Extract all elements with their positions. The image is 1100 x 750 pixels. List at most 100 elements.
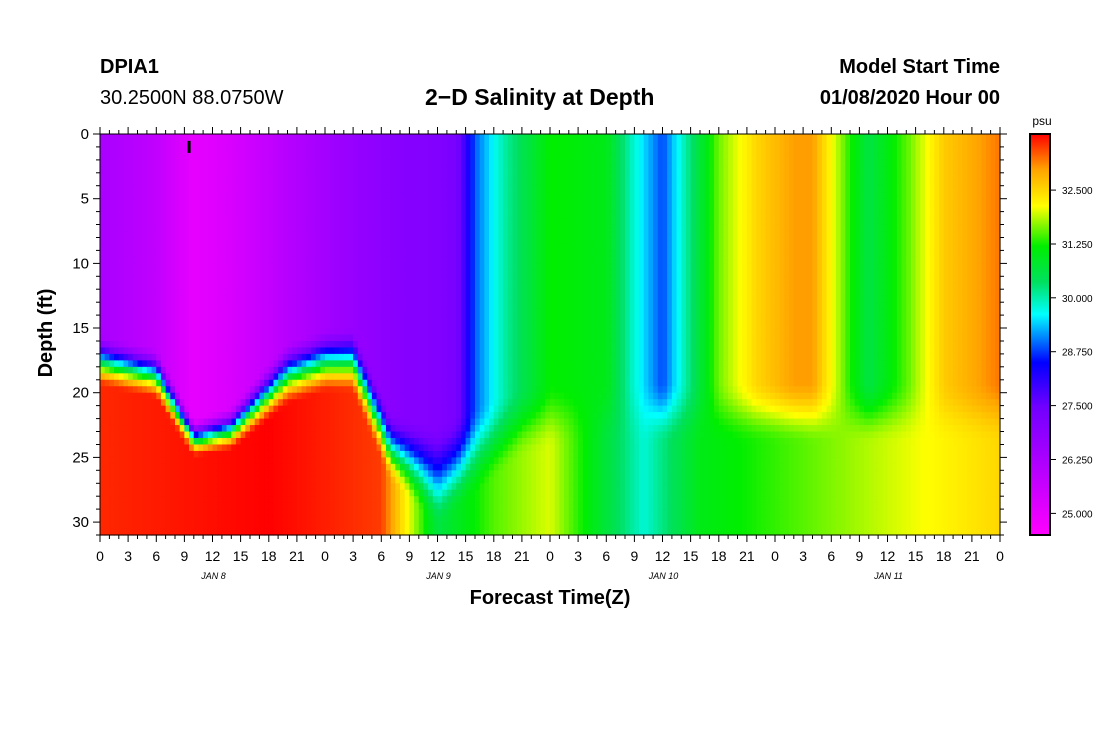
heatmap-cell xyxy=(428,146,434,155)
heatmap-cell xyxy=(418,496,425,504)
heatmap-cell xyxy=(334,282,340,290)
heatmap-cell xyxy=(198,340,204,349)
heatmap-cell xyxy=(390,185,396,193)
heatmap-cell xyxy=(235,289,242,297)
heatmap-cell xyxy=(212,308,218,316)
heatmap-cell xyxy=(212,489,218,497)
heatmap-cell xyxy=(442,360,448,368)
heatmap-cell xyxy=(189,166,195,174)
heatmap-cell xyxy=(118,328,125,336)
heatmap-cell xyxy=(273,470,279,478)
heatmap-cell xyxy=(315,496,321,504)
heatmap-cell xyxy=(170,405,176,413)
heatmap-cell xyxy=(264,360,270,368)
heatmap-cell xyxy=(409,243,415,252)
heatmap-cell xyxy=(132,315,139,323)
heatmap-cell xyxy=(390,243,396,252)
heatmap-cell xyxy=(104,444,110,452)
heatmap-cell xyxy=(301,321,307,329)
heatmap-cell xyxy=(362,321,368,329)
heatmap-cell xyxy=(310,489,317,497)
heatmap-cell xyxy=(132,496,139,504)
heatmap-cell xyxy=(146,321,153,329)
heatmap-cell xyxy=(325,399,331,407)
heatmap-cell xyxy=(409,450,415,458)
heatmap-cell xyxy=(442,528,448,536)
heatmap-cell xyxy=(128,146,134,155)
heatmap-cell xyxy=(259,185,265,193)
heatmap-cell xyxy=(221,198,228,206)
heatmap-cell xyxy=(250,321,256,329)
heatmap-cell xyxy=(184,528,190,536)
heatmap-cell xyxy=(325,353,331,361)
heatmap-cell xyxy=(264,211,270,219)
heatmap-cell xyxy=(414,315,420,323)
heatmap-cell xyxy=(465,205,471,213)
heatmap-cell xyxy=(315,166,321,174)
heatmap-cell xyxy=(343,392,350,400)
heatmap-cell xyxy=(142,134,148,142)
heatmap-cell xyxy=(348,496,354,504)
heatmap-cell xyxy=(212,470,218,478)
heatmap-cell xyxy=(446,476,453,484)
heatmap-cell xyxy=(175,295,181,303)
heatmap-cell xyxy=(179,476,185,484)
heatmap-cell xyxy=(362,392,368,400)
heatmap-cell xyxy=(451,159,457,167)
heatmap-cell xyxy=(423,179,429,187)
heatmap-cell xyxy=(156,502,162,510)
heatmap-cell xyxy=(175,489,181,497)
heatmap-cell xyxy=(460,269,467,277)
heatmap-cell xyxy=(259,192,265,200)
heatmap-cell xyxy=(175,140,181,148)
heatmap-cell xyxy=(264,476,270,484)
heatmap-cell xyxy=(456,437,462,446)
heatmap-cell xyxy=(409,256,415,264)
heatmap-cell xyxy=(306,476,312,484)
heatmap-cell xyxy=(165,405,171,413)
heatmap-cell xyxy=(287,276,293,284)
heatmap-cell xyxy=(118,218,125,226)
heatmap-cell xyxy=(296,243,303,252)
heatmap-cell xyxy=(189,425,195,433)
heatmap-cell xyxy=(343,250,350,258)
heatmap-cell xyxy=(320,140,326,148)
heatmap-cell xyxy=(460,509,467,517)
heatmap-cell xyxy=(189,405,195,413)
heatmap-cell xyxy=(193,347,200,355)
heatmap-cell xyxy=(442,321,448,329)
heatmap-cell xyxy=(432,457,439,465)
heatmap-cell xyxy=(100,315,106,323)
heatmap-cell xyxy=(428,159,434,167)
heatmap-cell xyxy=(221,489,228,497)
heatmap-cell xyxy=(329,353,335,361)
heatmap-cell xyxy=(404,470,410,478)
heatmap-cell xyxy=(367,159,373,167)
heatmap-cell xyxy=(400,146,406,155)
heatmap-cell xyxy=(367,218,373,226)
heatmap-cell xyxy=(437,386,443,394)
heatmap-cell xyxy=(235,347,242,355)
heatmap-cell xyxy=(264,185,270,193)
heatmap-cell xyxy=(334,392,340,400)
heatmap-cell xyxy=(231,360,237,368)
heatmap-cell xyxy=(428,412,434,420)
heatmap-cell xyxy=(343,321,350,329)
heatmap-cell xyxy=(418,386,425,394)
heatmap-cell xyxy=(231,256,237,264)
heatmap-cell xyxy=(193,263,200,271)
heatmap-cell xyxy=(310,269,317,277)
heatmap-cell xyxy=(306,205,312,213)
heatmap-cell xyxy=(367,437,373,446)
heatmap-cell xyxy=(132,476,139,484)
heatmap-cell xyxy=(104,159,110,167)
heatmap-cell xyxy=(273,276,279,284)
heatmap-cell xyxy=(371,502,378,510)
heatmap-cell xyxy=(451,269,457,277)
heatmap-cell xyxy=(221,412,228,420)
heatmap-cell xyxy=(132,399,139,407)
heatmap-cell xyxy=(446,347,453,355)
heatmap-cell xyxy=(470,489,476,497)
heatmap-cell xyxy=(451,373,457,381)
heatmap-cell xyxy=(100,437,106,446)
